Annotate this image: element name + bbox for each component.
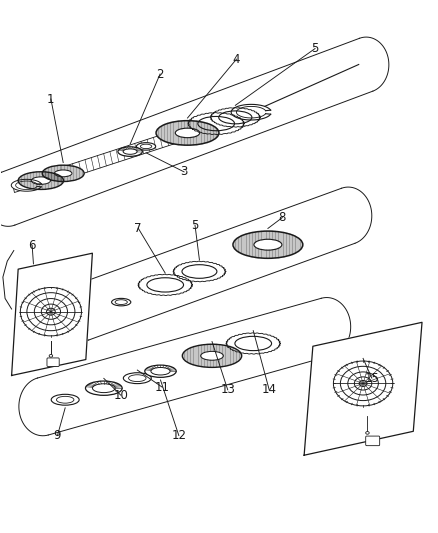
Ellipse shape [49,354,53,357]
Text: 12: 12 [171,429,186,442]
Ellipse shape [189,113,243,134]
Ellipse shape [139,274,191,295]
Ellipse shape [156,120,219,145]
Ellipse shape [137,143,155,150]
Polygon shape [25,172,53,190]
Text: 15: 15 [364,372,379,385]
Text: 1: 1 [47,93,55,106]
Polygon shape [12,253,92,375]
Text: 7: 7 [134,222,142,235]
Ellipse shape [42,165,84,182]
Polygon shape [13,182,27,192]
Text: 8: 8 [279,211,286,224]
Text: 2: 2 [156,68,164,80]
FancyBboxPatch shape [366,436,380,446]
Ellipse shape [231,104,271,120]
Ellipse shape [182,344,242,367]
Ellipse shape [112,298,131,306]
Ellipse shape [145,365,176,377]
Ellipse shape [366,432,369,434]
Text: 5: 5 [191,219,199,231]
FancyBboxPatch shape [47,358,59,367]
Ellipse shape [18,172,64,189]
Polygon shape [304,322,422,455]
Ellipse shape [85,381,122,395]
Text: 9: 9 [54,429,61,442]
Ellipse shape [233,231,303,259]
Ellipse shape [211,108,259,127]
Text: 4: 4 [233,53,240,66]
Polygon shape [51,126,191,183]
Ellipse shape [118,147,142,156]
Ellipse shape [124,373,151,384]
Text: 3: 3 [180,165,188,179]
Ellipse shape [227,333,279,354]
Text: 13: 13 [220,383,235,397]
Text: 5: 5 [311,42,319,55]
Text: 14: 14 [262,383,277,397]
Ellipse shape [51,394,79,405]
Ellipse shape [174,262,225,281]
Text: 6: 6 [28,239,36,252]
Text: 11: 11 [155,381,170,394]
Text: 10: 10 [113,389,128,402]
Ellipse shape [11,179,42,191]
Polygon shape [188,108,254,136]
